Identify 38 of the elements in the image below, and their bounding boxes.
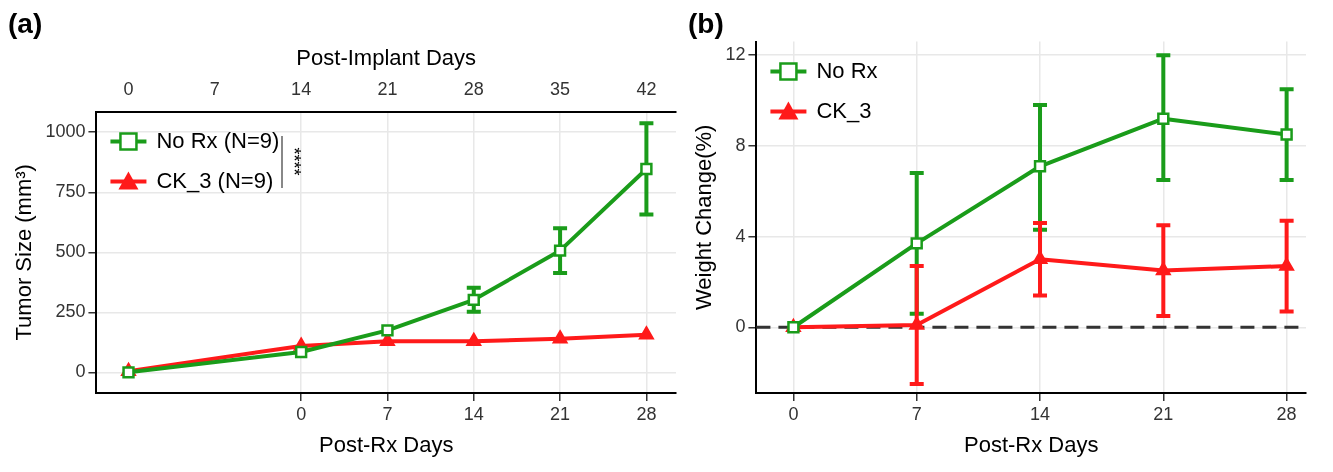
y-tick-label: 250 — [55, 301, 86, 322]
y-tick-label: 1000 — [45, 121, 86, 142]
x2-tick-label: 14 — [291, 78, 312, 99]
y-tick-label: 12 — [725, 44, 746, 65]
x2-tick-label: 28 — [463, 78, 484, 99]
x2-tick-label: 35 — [550, 78, 571, 99]
y-tick-label: 8 — [735, 134, 746, 155]
x2-axis-title: Post-Implant Days — [296, 44, 477, 70]
x-tick-label: 0 — [788, 403, 799, 424]
x-tick-label: 14 — [1030, 403, 1051, 424]
legend-label: No Rx — [816, 57, 878, 83]
x2-tick-label: 0 — [123, 78, 134, 99]
chart-title: (a) — [8, 7, 43, 39]
x-tick-label: 7 — [911, 403, 922, 424]
legend-label: CK_3 — [816, 97, 872, 123]
legend-label: CK_3 (N=9) — [156, 167, 274, 193]
x-tick-label: 7 — [382, 403, 393, 424]
x-tick-label: 21 — [1153, 403, 1174, 424]
legend-label: No Rx (N=9) — [156, 127, 280, 153]
chart-title: (b) — [688, 7, 724, 39]
x-tick-label: 0 — [296, 403, 307, 424]
x-tick-label: 28 — [636, 403, 657, 424]
y-axis-title: Weight Change(%) — [691, 124, 717, 311]
y-tick-label: 500 — [55, 241, 86, 262]
y-tick-label: 4 — [735, 225, 746, 246]
x-axis-title: Post-Rx Days — [963, 431, 1099, 457]
x-axis-title: Post-Rx Days — [318, 431, 454, 457]
x2-tick-label: 21 — [377, 78, 398, 99]
x2-tick-label: 7 — [209, 78, 220, 99]
y-tick-label: 750 — [55, 181, 86, 202]
y-tick-label: 0 — [735, 316, 746, 337]
y-axis-title: Tumor Size (mm³) — [11, 164, 37, 341]
annotation: **** — [284, 147, 305, 176]
y-tick-label: 0 — [75, 361, 86, 382]
x-tick-label: 21 — [550, 403, 571, 424]
x2-tick-label: 42 — [636, 78, 657, 99]
x-tick-label: 14 — [463, 403, 484, 424]
x-tick-label: 28 — [1276, 403, 1297, 424]
